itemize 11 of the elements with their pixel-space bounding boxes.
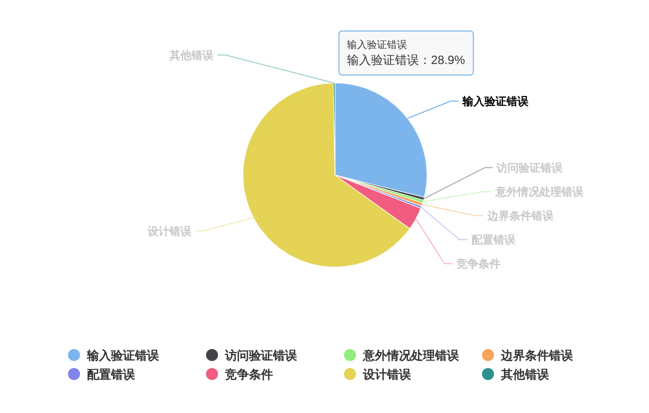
annotation: 输入验证错误 <box>347 40 407 51</box>
legend-label: 配置错误 <box>87 368 135 382</box>
legend-label: 边界条件错误 <box>501 348 573 362</box>
legend-label: 意外情况处理错误 <box>363 348 459 362</box>
legend-label: 其他错误 <box>501 368 549 382</box>
legend-label: 竞争条件 <box>225 368 273 382</box>
legend-label: 输入验证错误 <box>87 348 159 362</box>
slice-label: 输入验证错误 <box>462 96 529 108</box>
legend-label: 访问验证错误 <box>225 348 297 362</box>
annotation: 输入验证错误：28.9% <box>347 53 466 67</box>
legend-label: 设计错误 <box>363 368 411 382</box>
